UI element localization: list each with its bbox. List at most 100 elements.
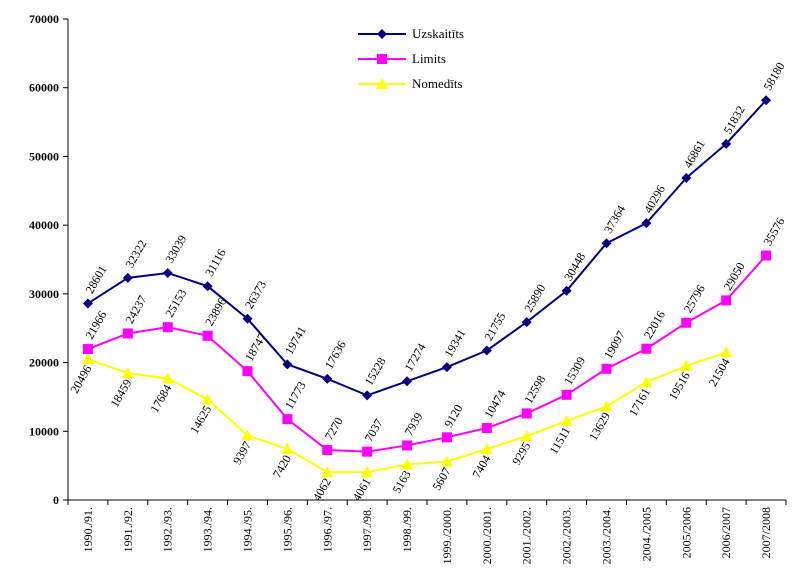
data-point-diamond: [402, 376, 413, 387]
data-label: 24237: [122, 293, 149, 326]
data-label: 4061: [350, 476, 374, 504]
data-point-triangle: [720, 346, 733, 358]
data-label: 11511: [547, 424, 574, 456]
data-label: 7404: [469, 453, 493, 481]
data-point-triangle: [361, 466, 374, 478]
data-point-triangle: [281, 443, 294, 455]
data-point-square: [601, 363, 612, 374]
data-point-square: [721, 295, 732, 306]
data-label: 33039: [162, 232, 189, 265]
data-label: 25153: [162, 287, 189, 320]
data-point-diamond: [282, 359, 293, 370]
data-point-square: [761, 250, 772, 261]
y-tick-label: 40000: [29, 218, 59, 232]
chart-axes: 0 10000 20000 30000 40000 50000 60000 70000 1990…: [29, 12, 787, 564]
data-label: 17636: [322, 338, 349, 371]
x-tick-label: 2007/2008: [759, 507, 773, 558]
x-tick-label: 1998./99.: [400, 507, 414, 552]
data-label: 17684: [147, 382, 174, 415]
data-point-diamond: [441, 362, 452, 373]
data-point-diamond: [122, 272, 133, 283]
data-label: 25796: [681, 282, 708, 315]
y-tick-label: 60000: [29, 81, 59, 95]
data-point-square: [441, 432, 452, 443]
data-label: 40296: [641, 183, 668, 216]
data-label: 5607: [429, 465, 453, 493]
data-label: 7420: [270, 453, 294, 481]
data-label: 19097: [601, 328, 628, 361]
data-label: 51832: [721, 103, 748, 136]
data-label: 31116: [202, 246, 229, 278]
data-label: 30448: [561, 250, 588, 283]
data-point-square: [122, 328, 133, 339]
data-point-diamond: [761, 95, 772, 106]
data-point-diamond: [162, 267, 173, 278]
data-label: 13629: [586, 410, 613, 443]
data-point-square: [521, 408, 532, 419]
data-point-diamond: [681, 172, 692, 183]
chart-legend: Uzskaitīts Limits Nomedīts: [358, 26, 464, 91]
data-point-diamond: [242, 313, 253, 324]
data-point-diamond: [521, 317, 532, 328]
data-label: 25890: [521, 282, 548, 315]
data-label: 58180: [761, 60, 788, 93]
data-point-triangle: [121, 367, 134, 379]
series-line: [87, 254, 767, 453]
data-point-triangle: [640, 376, 653, 388]
x-tick-label: 1994./95.: [241, 507, 255, 552]
x-tick-label: 1992./93.: [161, 507, 175, 552]
data-point-triangle: [376, 78, 388, 89]
y-tick-label: 50000: [29, 149, 59, 163]
data-label: 37364: [601, 203, 628, 236]
data-label: 21966: [82, 309, 109, 342]
data-point-triangle: [440, 455, 453, 467]
data-point-diamond: [601, 238, 612, 249]
data-point-square: [282, 414, 293, 425]
x-tick-label: 1991./92.: [121, 507, 135, 552]
data-point-square: [242, 366, 253, 377]
data-point-triangle: [520, 430, 533, 442]
legend-label: Limits: [412, 51, 446, 66]
legend-label: Uzskaitīts: [412, 26, 464, 41]
data-point-square: [561, 389, 572, 400]
data-point-square: [681, 317, 692, 328]
x-tick-label: 1996./97.: [320, 507, 334, 552]
data-point-square: [362, 446, 373, 457]
y-tick-label: 70000: [29, 12, 59, 26]
x-tick-label: 1995./96.: [280, 507, 294, 552]
data-point-triangle: [480, 443, 493, 455]
x-tick-label: 2002./2003.: [560, 507, 574, 564]
data-point-triangle: [81, 353, 94, 365]
data-label: 23896: [202, 295, 229, 328]
data-label: 46861: [681, 138, 708, 171]
data-label: 10474: [481, 388, 508, 421]
data-label: 12598: [521, 373, 548, 406]
data-point-triangle: [401, 458, 414, 470]
data-label: 18459: [107, 377, 134, 410]
data-point-square: [402, 440, 413, 451]
data-label: 15228: [362, 355, 389, 388]
data-label: 5163: [390, 468, 414, 496]
data-label: 9120: [441, 402, 465, 430]
data-point-diamond: [721, 138, 732, 149]
data-point-triangle: [241, 429, 254, 441]
data-label: 4062: [310, 476, 334, 504]
data-label: 32322: [122, 237, 149, 270]
data-label: 11773: [282, 379, 309, 412]
data-point-triangle: [600, 400, 613, 412]
data-label: 19741: [282, 324, 309, 357]
y-tick-label: 20000: [29, 356, 59, 370]
legend-label: Nomedīts: [412, 76, 463, 91]
x-tick-label: 2003./2004.: [600, 507, 614, 564]
x-tick-label: 1990./91.: [81, 507, 95, 552]
data-point-square: [377, 54, 387, 64]
data-point-triangle: [201, 393, 214, 405]
x-tick-label: 1999./2000.: [440, 507, 454, 564]
data-point-square: [202, 330, 213, 341]
data-point-triangle: [321, 466, 334, 478]
data-label: 18747: [242, 331, 269, 364]
data-point-square: [322, 445, 333, 456]
data-label: 21504: [706, 356, 733, 389]
data-label: 7270: [322, 415, 346, 443]
